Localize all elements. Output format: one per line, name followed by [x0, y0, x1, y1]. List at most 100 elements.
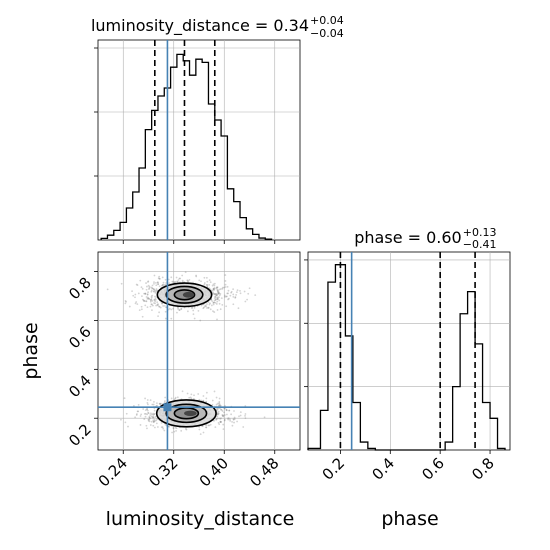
sample-point: [164, 396, 167, 399]
sample-point: [151, 287, 154, 290]
sample-point: [186, 279, 189, 282]
sample-point: [155, 405, 158, 407]
sample-point: [216, 289, 219, 292]
sample-point: [223, 407, 226, 410]
sample-point: [218, 402, 221, 405]
sample-point: [213, 282, 216, 285]
sample-point: [227, 289, 230, 292]
sample-point: [242, 426, 245, 428]
sample-point: [239, 289, 241, 292]
sample-point: [209, 308, 212, 311]
sample-point: [232, 303, 235, 306]
sample-point: [213, 288, 216, 290]
phase-title-lower-error: −0.41: [463, 238, 497, 251]
sample-point: [177, 279, 180, 281]
sample-point: [213, 301, 215, 304]
sample-point: [150, 289, 153, 292]
sample-point: [188, 278, 191, 281]
sample-point: [152, 420, 155, 423]
sample-point: [132, 405, 135, 407]
sample-point: [212, 291, 214, 294]
sample-point: [154, 415, 157, 418]
sample-point: [123, 397, 126, 400]
sample-point: [148, 288, 150, 291]
density-core: [182, 291, 195, 298]
sample-point: [164, 400, 166, 402]
sample-point: [212, 283, 215, 286]
sample-point: [192, 313, 195, 316]
sample-point: [152, 288, 155, 291]
sample-point: [156, 426, 159, 428]
sample-point: [236, 289, 239, 292]
sample-point: [141, 298, 144, 301]
sample-point: [220, 408, 223, 411]
sample-point: [155, 284, 158, 287]
sample-point: [155, 422, 158, 425]
sample-point: [161, 284, 163, 287]
sample-point: [151, 303, 153, 306]
sample-point: [144, 293, 147, 295]
sample-point: [188, 396, 191, 399]
sample-point: [135, 414, 138, 416]
sample-point: [147, 291, 149, 294]
sample-point: [150, 295, 153, 298]
sample-point: [198, 426, 201, 428]
sample-point: [187, 279, 190, 282]
sample-point: [160, 426, 163, 429]
sample-point: [152, 419, 155, 422]
sample-point: [205, 424, 208, 427]
sample-point: [190, 306, 193, 309]
sample-point: [221, 413, 224, 416]
sample-point: [246, 298, 248, 301]
sample-point: [207, 307, 210, 309]
sample-point: [180, 429, 183, 432]
sample-point: [155, 282, 157, 284]
sample-point: [172, 281, 175, 283]
phase-marginal-panel: 0.2 0.4 0.6 0.8: [304, 251, 511, 484]
sample-point: [153, 426, 156, 429]
sample-point: [213, 301, 215, 304]
sample-point: [181, 274, 184, 277]
phase-vs-luminosity-distance-panel: 0.24 0.32 0.40 0.48 0.2 0.4 0.6 0.8: [65, 251, 301, 490]
scatter-layer: [106, 271, 266, 436]
sample-point: [155, 402, 158, 405]
sample-point: [158, 285, 161, 288]
sample-point: [206, 284, 209, 286]
sample-point: [216, 415, 219, 418]
sample-point: [152, 416, 155, 419]
sample-point: [220, 417, 222, 420]
x-tick-label: 0.4: [369, 454, 399, 484]
x-axis-label-luminosity-distance: luminosity_distance: [106, 508, 295, 530]
sample-point: [143, 300, 146, 303]
sample-point: [146, 401, 149, 404]
sample-point: [150, 413, 153, 416]
sample-point: [163, 304, 166, 307]
sample-point: [239, 411, 242, 414]
sample-point: [214, 299, 217, 301]
sample-point: [205, 276, 208, 279]
sample-point: [217, 297, 219, 300]
sample-point: [205, 426, 207, 429]
sample-point: [227, 292, 229, 295]
sample-point: [215, 294, 217, 297]
sample-point: [165, 282, 167, 284]
sample-point: [163, 284, 166, 286]
sample-point: [218, 397, 221, 400]
sample-point: [144, 292, 147, 295]
sample-point: [225, 305, 228, 308]
sample-point: [186, 310, 189, 313]
sample-point: [190, 397, 193, 400]
sample-point: [153, 302, 155, 304]
sample-point: [217, 421, 220, 424]
sample-point: [156, 281, 159, 284]
sample-point: [154, 300, 157, 303]
sample-point: [161, 302, 163, 305]
sample-point: [219, 417, 222, 420]
sample-point: [232, 293, 235, 296]
sample-point: [198, 428, 201, 431]
sample-point: [230, 413, 233, 416]
sample-point: [147, 284, 150, 287]
sample-point: [140, 305, 143, 308]
sample-point: [237, 307, 240, 310]
sample-point: [248, 287, 251, 290]
